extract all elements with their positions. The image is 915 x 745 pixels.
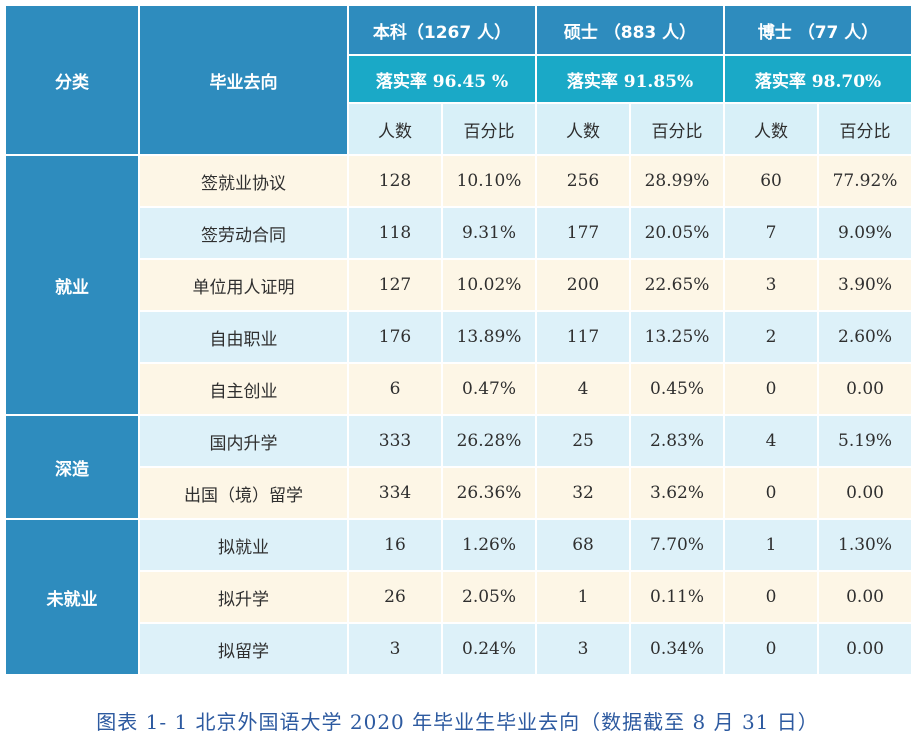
- master-header: 硕士 （883 人）: [537, 6, 724, 54]
- percent-cell: 0.24%: [443, 624, 536, 674]
- destination-label: 签就业协议: [140, 156, 347, 206]
- count-cell: 6: [349, 364, 441, 414]
- percent-cell: 7.70%: [631, 520, 724, 570]
- bachelor-count-header: 人数: [349, 104, 441, 154]
- percent-cell: 28.99%: [631, 156, 724, 206]
- percent-cell: 0.00: [819, 572, 912, 622]
- percent-cell: 1.26%: [443, 520, 536, 570]
- count-cell: 60: [725, 156, 818, 206]
- count-cell: 0: [725, 624, 818, 674]
- destination-label: 拟留学: [140, 624, 347, 674]
- doctor-header: 博士 （77 人）: [725, 6, 912, 54]
- percent-cell: 0.45%: [631, 364, 724, 414]
- percent-cell: 0.00: [819, 624, 912, 674]
- percent-cell: 3.62%: [631, 468, 724, 518]
- percent-cell: 10.02%: [443, 260, 536, 310]
- count-cell: 0: [725, 364, 818, 414]
- count-cell: 16: [349, 520, 441, 570]
- count-cell: 26: [349, 572, 441, 622]
- count-cell: 200: [537, 260, 630, 310]
- doctor-rate: 落实率 98.70%: [725, 56, 912, 102]
- table-row: 就业 签就业协议 128 10.10% 256 28.99% 60 77.92%: [6, 156, 912, 414]
- percent-cell: 0.34%: [631, 624, 724, 674]
- table-row: 签劳动合同 118 9.31% 177 20.05% 7 9.09%: [6, 208, 912, 258]
- percent-cell: 0.11%: [631, 572, 724, 622]
- destination-label: 自由职业: [140, 312, 347, 362]
- count-cell: 118: [349, 208, 441, 258]
- percent-cell: 13.89%: [443, 312, 536, 362]
- count-cell: 4: [537, 364, 630, 414]
- percent-cell: 5.19%: [819, 416, 912, 466]
- count-cell: 0: [725, 468, 818, 518]
- count-cell: 117: [537, 312, 630, 362]
- table-row: 深造 国内升学 333 26.28% 25 2.83% 4 5.19%: [6, 416, 912, 518]
- destination-label: 单位用人证明: [140, 260, 347, 310]
- destination-header: 毕业去向: [140, 6, 347, 154]
- percent-cell: 26.28%: [443, 416, 536, 466]
- bachelor-rate: 落实率 96.45 %: [349, 56, 536, 102]
- count-cell: 334: [349, 468, 441, 518]
- percent-cell: 0.00: [819, 468, 912, 518]
- percent-cell: 2.83%: [631, 416, 724, 466]
- table-row: 自主创业 6 0.47% 4 0.45% 0 0.00: [6, 364, 912, 414]
- master-rate: 落实率 91.85%: [537, 56, 724, 102]
- table-caption: 图表 1- 1 北京外国语大学 2020 年毕业生毕业去向（数据截至 8 月 3…: [96, 710, 819, 734]
- bachelor-header: 本科（1267 人）: [349, 6, 536, 54]
- table-row: 出国（境）留学 334 26.36% 32 3.62% 0 0.00: [6, 468, 912, 518]
- category-cell: 深造: [6, 416, 138, 518]
- percent-cell: 0.00: [819, 364, 912, 414]
- count-cell: 2: [725, 312, 818, 362]
- category-cell: 未就业: [6, 520, 138, 674]
- table-row: 拟留学 3 0.24% 3 0.34% 0 0.00: [6, 624, 912, 674]
- count-cell: 68: [537, 520, 630, 570]
- destination-label: 签劳动合同: [140, 208, 347, 258]
- percent-cell: 20.05%: [631, 208, 724, 258]
- count-cell: 25: [537, 416, 630, 466]
- count-cell: 177: [537, 208, 630, 258]
- count-cell: 128: [349, 156, 441, 206]
- percent-cell: 77.92%: [819, 156, 912, 206]
- table-row: 自由职业 176 13.89% 117 13.25% 2 2.60%: [6, 312, 912, 362]
- category-cell: 就业: [6, 156, 138, 414]
- master-pct-header: 百分比: [631, 104, 724, 154]
- percent-cell: 13.25%: [631, 312, 724, 362]
- percent-cell: 2.60%: [819, 312, 912, 362]
- graduation-destination-table: 分类 毕业去向 本科（1267 人） 硕士 （883 人） 博士 （77 人） …: [4, 4, 913, 676]
- destination-label: 自主创业: [140, 364, 347, 414]
- count-cell: 3: [725, 260, 818, 310]
- destination-label: 拟就业: [140, 520, 347, 570]
- destination-label: 出国（境）留学: [140, 468, 347, 518]
- percent-cell: 10.10%: [443, 156, 536, 206]
- bachelor-pct-header: 百分比: [443, 104, 536, 154]
- destination-label: 国内升学: [140, 416, 347, 466]
- table-row: 未就业 拟就业 16 1.26% 68 7.70% 1 1.30%: [6, 520, 912, 674]
- count-cell: 7: [725, 208, 818, 258]
- percent-cell: 22.65%: [631, 260, 724, 310]
- master-count-header: 人数: [537, 104, 630, 154]
- count-cell: 0: [725, 572, 818, 622]
- count-cell: 256: [537, 156, 630, 206]
- count-cell: 3: [349, 624, 441, 674]
- percent-cell: 26.36%: [443, 468, 536, 518]
- count-cell: 4: [725, 416, 818, 466]
- count-cell: 1: [725, 520, 818, 570]
- percent-cell: 0.47%: [443, 364, 536, 414]
- count-cell: 333: [349, 416, 441, 466]
- percent-cell: 1.30%: [819, 520, 912, 570]
- table-row: 单位用人证明 127 10.02% 200 22.65% 3 3.90%: [6, 260, 912, 310]
- destination-label: 拟升学: [140, 572, 347, 622]
- percent-cell: 9.31%: [443, 208, 536, 258]
- percent-cell: 9.09%: [819, 208, 912, 258]
- count-cell: 176: [349, 312, 441, 362]
- count-cell: 3: [537, 624, 630, 674]
- doctor-pct-header: 百分比: [819, 104, 912, 154]
- percent-cell: 2.05%: [443, 572, 536, 622]
- category-header: 分类: [6, 6, 138, 154]
- table-row: 拟升学 26 2.05% 1 0.11% 0 0.00: [6, 572, 912, 622]
- doctor-count-header: 人数: [725, 104, 818, 154]
- count-cell: 127: [349, 260, 441, 310]
- count-cell: 1: [537, 572, 630, 622]
- count-cell: 32: [537, 468, 630, 518]
- percent-cell: 3.90%: [819, 260, 912, 310]
